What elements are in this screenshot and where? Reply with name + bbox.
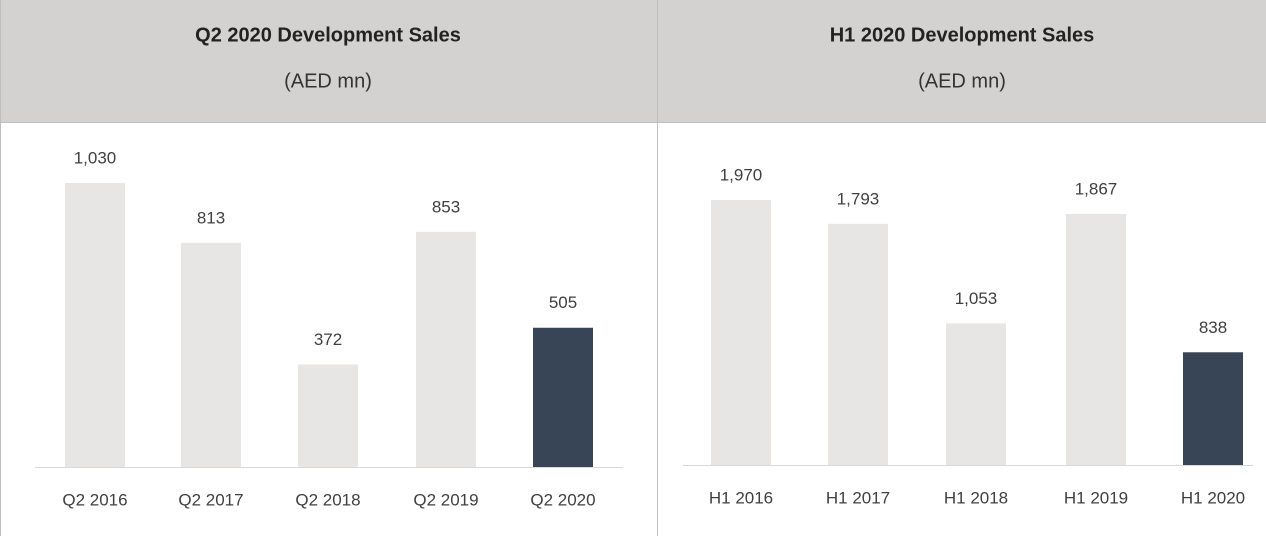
chart-title: H1 2020 Development Sales — [830, 24, 1095, 46]
bar — [946, 323, 1006, 465]
bar — [828, 223, 888, 465]
bar — [298, 364, 358, 467]
x-tick-label: H1 2016 — [709, 488, 773, 507]
value-label: 1,793 — [837, 189, 880, 208]
value-label: 1,867 — [1075, 179, 1118, 198]
value-label: 505 — [549, 293, 577, 312]
bar — [1066, 213, 1126, 465]
x-tick-label: H1 2018 — [944, 488, 1008, 507]
bar — [1183, 352, 1243, 465]
value-label: 1,030 — [74, 148, 117, 167]
value-label: 372 — [314, 330, 342, 349]
chart-subtitle: (AED mn) — [284, 70, 372, 92]
x-tick-label: Q2 2016 — [62, 490, 127, 509]
value-label: 1,970 — [720, 165, 763, 184]
x-tick-label: H1 2019 — [1064, 488, 1128, 507]
bar — [711, 200, 771, 465]
chart-title: Q2 2020 Development Sales — [195, 24, 461, 46]
x-tick-label: Q2 2018 — [295, 490, 360, 509]
value-label: 813 — [197, 208, 225, 227]
header-bg — [658, 0, 1266, 122]
value-label: 1,053 — [955, 289, 998, 308]
chart-subtitle: (AED mn) — [918, 70, 1006, 92]
bar — [416, 231, 476, 467]
x-tick-label: Q2 2019 — [413, 490, 478, 509]
header-bg — [0, 0, 657, 122]
x-tick-label: H1 2017 — [826, 488, 890, 507]
x-tick-label: H1 2020 — [1181, 488, 1245, 507]
bar — [65, 183, 125, 467]
bar — [181, 242, 241, 467]
value-label: 853 — [432, 197, 460, 216]
x-tick-label: Q2 2017 — [178, 490, 243, 509]
value-label: 838 — [1199, 318, 1227, 337]
x-tick-label: Q2 2020 — [530, 490, 595, 509]
bar — [533, 327, 593, 467]
